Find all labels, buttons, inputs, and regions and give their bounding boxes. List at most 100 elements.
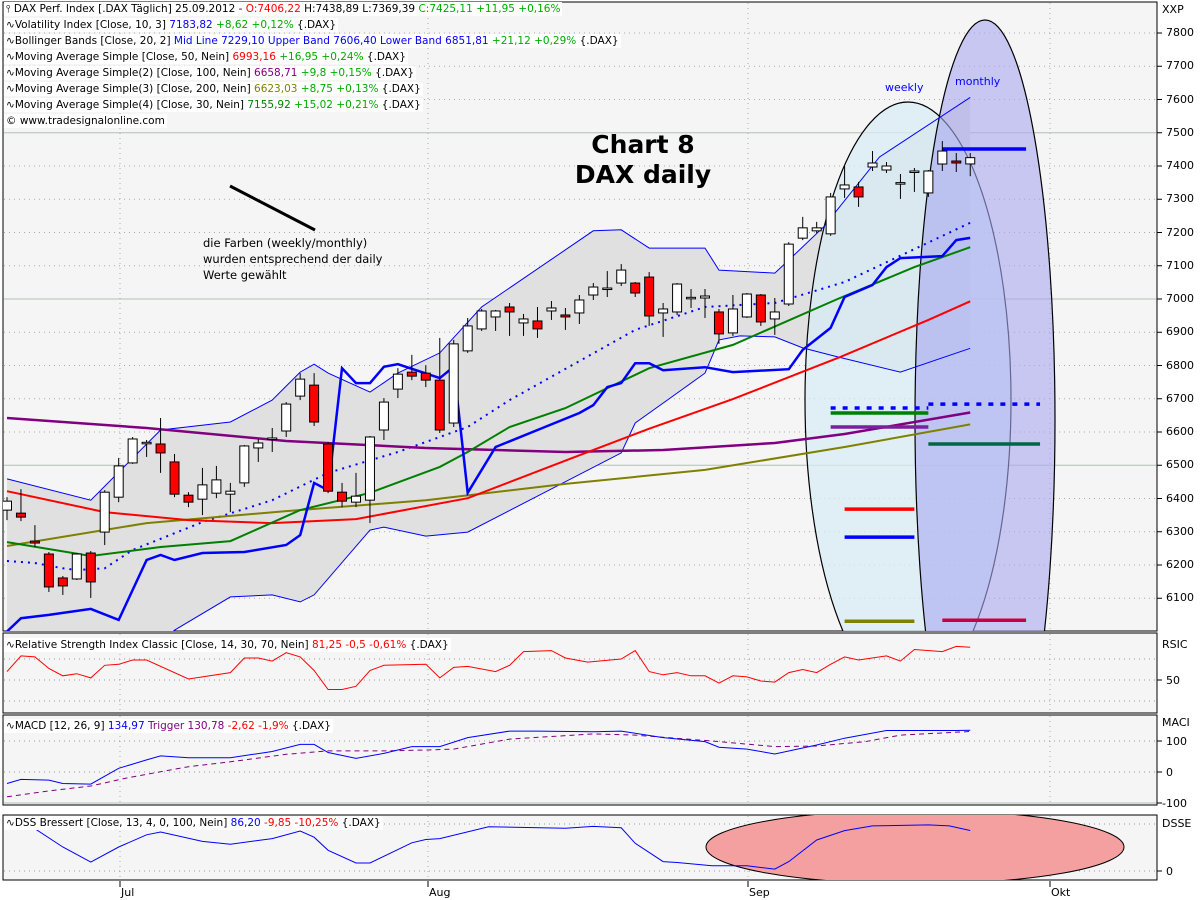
- candle[interactable]: [951, 153, 962, 172]
- candle[interactable]: [574, 295, 585, 324]
- time-label-okt: Okt: [1051, 886, 1071, 899]
- candle[interactable]: [839, 166, 850, 198]
- candle[interactable]: [769, 298, 780, 335]
- candle-body: [57, 577, 68, 587]
- candle[interactable]: [937, 141, 948, 171]
- price-tick-label: 6600: [1166, 425, 1194, 438]
- candle[interactable]: [895, 173, 906, 199]
- candle[interactable]: [420, 365, 431, 388]
- candle[interactable]: [504, 302, 515, 336]
- candle[interactable]: [281, 402, 292, 437]
- candle[interactable]: [881, 162, 892, 173]
- candle[interactable]: [797, 216, 808, 241]
- dss-ellipse: [705, 815, 1125, 880]
- candle[interactable]: [169, 453, 180, 498]
- dss-axis-label: DSSE: [1162, 817, 1192, 830]
- legend-row[interactable]: © www.tradesignalonline.com: [4, 114, 167, 128]
- candle[interactable]: [560, 307, 571, 330]
- candle[interactable]: [532, 306, 543, 338]
- legend-row[interactable]: ∿Moving Average Simple(4) [Close, 30, Ne…: [4, 98, 423, 112]
- candle[interactable]: [476, 308, 487, 331]
- indicator-wave-icon: ∿: [6, 35, 15, 47]
- candle[interactable]: [672, 283, 683, 315]
- candle-body: [700, 295, 710, 299]
- candle[interactable]: [518, 313, 529, 336]
- candle[interactable]: [644, 272, 655, 326]
- candle[interactable]: [462, 317, 473, 353]
- candle[interactable]: [686, 289, 697, 308]
- candle[interactable]: [713, 308, 724, 344]
- legend-row[interactable]: ∿Moving Average Simple(2) [Close, 100, N…: [4, 66, 417, 80]
- candle-body: [99, 491, 110, 533]
- candle[interactable]: [211, 465, 222, 499]
- candle[interactable]: [309, 373, 320, 427]
- candle[interactable]: [700, 289, 710, 318]
- candle[interactable]: [434, 337, 445, 433]
- candle[interactable]: [29, 525, 40, 548]
- candle[interactable]: [727, 295, 738, 336]
- candle[interactable]: [867, 151, 878, 171]
- candle[interactable]: [755, 294, 766, 326]
- candle[interactable]: [923, 169, 934, 197]
- candle[interactable]: [658, 302, 669, 337]
- candle[interactable]: [3, 497, 12, 521]
- candle[interactable]: [364, 435, 375, 524]
- candle[interactable]: [490, 309, 501, 331]
- candle-body: [183, 494, 194, 503]
- candle[interactable]: [323, 441, 334, 494]
- legend-row[interactable]: ⫯ DAX Perf. Index [.DAX Täglich] 25.09.2…: [4, 2, 563, 16]
- candle-body: [155, 443, 166, 454]
- legend-row[interactable]: ∿Volatility Index [Close, 10, 3] 7183,82…: [4, 18, 339, 32]
- candle[interactable]: [965, 153, 976, 177]
- candle[interactable]: [392, 368, 403, 399]
- candle-body: [923, 170, 934, 194]
- candle[interactable]: [351, 472, 361, 508]
- candle[interactable]: [630, 282, 641, 298]
- price-pane[interactable]: [3, 19, 1056, 820]
- macd-legend: ∿MACD [12, 26, 9] 134,97 Trigger 130,78 …: [4, 719, 333, 733]
- candle[interactable]: [406, 354, 417, 381]
- candle[interactable]: [741, 293, 752, 318]
- candle[interactable]: [127, 436, 138, 464]
- candle-body: [797, 227, 808, 239]
- ma100-line: [6, 411, 971, 454]
- candle[interactable]: [588, 283, 599, 300]
- candle[interactable]: [197, 467, 208, 516]
- candle-body: [127, 438, 138, 464]
- candle[interactable]: [602, 271, 613, 298]
- candle-body: [532, 320, 543, 330]
- candle[interactable]: [85, 551, 96, 598]
- candle[interactable]: [811, 221, 822, 234]
- candle[interactable]: [43, 552, 54, 592]
- legend-row[interactable]: ∿Bollinger Bands [Close, 20, 2] Mid Line…: [4, 34, 621, 48]
- candle[interactable]: [783, 242, 794, 306]
- candle[interactable]: [71, 553, 82, 580]
- candle[interactable]: [57, 575, 68, 595]
- candle[interactable]: [616, 264, 627, 287]
- legend-text: Bollinger Bands [Close, 20, 2]: [14, 35, 174, 47]
- legend-row[interactable]: ∿Moving Average Simple [Close, 50, Nein]…: [4, 50, 408, 64]
- candle[interactable]: [155, 418, 166, 473]
- candle[interactable]: [853, 181, 864, 207]
- candle[interactable]: [253, 438, 264, 462]
- candle-body: [364, 436, 375, 501]
- candle[interactable]: [337, 482, 348, 508]
- candle[interactable]: [825, 192, 836, 236]
- candle[interactable]: [295, 373, 306, 401]
- candle[interactable]: [546, 300, 557, 320]
- candle[interactable]: [239, 444, 250, 487]
- candle[interactable]: [909, 167, 920, 192]
- candle[interactable]: [15, 489, 26, 522]
- candle[interactable]: [378, 398, 389, 440]
- candle[interactable]: [183, 492, 194, 508]
- candle[interactable]: [141, 439, 152, 457]
- candle[interactable]: [99, 490, 110, 546]
- candle[interactable]: [448, 339, 459, 428]
- candle[interactable]: [113, 457, 124, 503]
- legend-row[interactable]: ∿Moving Average Simple(3) [Close, 200, N…: [4, 82, 423, 96]
- candle-body: [518, 318, 529, 324]
- bollinger-lower-line: [172, 335, 971, 631]
- candle[interactable]: [267, 428, 278, 452]
- candle[interactable]: [225, 482, 236, 513]
- legend-text: -9,85 -10,25%: [260, 817, 339, 829]
